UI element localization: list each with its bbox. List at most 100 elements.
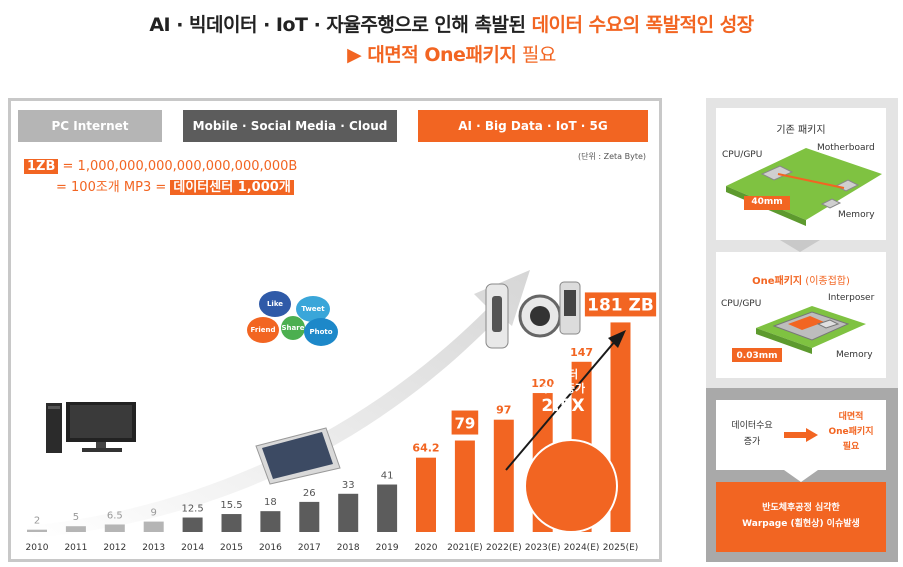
- value-label-2018: 33: [342, 480, 355, 491]
- value-label-2019: 41: [381, 471, 394, 482]
- value-label-2015: 15.5: [220, 500, 242, 511]
- card3-left: 데이터수요 증가: [724, 418, 780, 450]
- bar-2010: [27, 529, 47, 532]
- value-label-2021(E): 79: [454, 415, 475, 433]
- bar-2016: [260, 511, 281, 532]
- x-tick-2018: 2018: [337, 543, 360, 553]
- subheadline-rest: 필요: [516, 44, 556, 66]
- zb-equivalent: = 100조개 MP3 = 데이터센터 1,000개: [56, 178, 294, 198]
- growth-badge: [524, 439, 618, 533]
- zb-datacenter-box: 데이터센터 1,000개: [170, 180, 294, 195]
- card3-right: 대면적 One패키지 필요: [818, 410, 884, 455]
- x-tick-2024(E): 2024(E): [564, 543, 600, 553]
- era-ai: AI · Big Data · IoT · 5G: [418, 110, 648, 142]
- value-label-2022(E): 97: [496, 404, 511, 417]
- zb-definition: 1ZB = 1,000,000,000,000,000,000,000B: [24, 157, 297, 177]
- card4-text: 반도체후공정 심각한 Warpage (휨현상) 이슈발생: [716, 500, 886, 532]
- bar-2022(E): [493, 419, 514, 532]
- card2-distance: 0.03mm: [736, 351, 778, 361]
- unit-note: (단위 : Zeta Byte): [578, 152, 647, 161]
- card3-right-line3: 필요: [842, 442, 860, 452]
- legacy-package-diagram: [726, 148, 882, 226]
- x-tick-2014: 2014: [181, 543, 204, 553]
- headline-prefix: AI · 빅데이터 · IoT · 자율주행으로 인해 촉발된: [149, 14, 532, 36]
- card1-memory: Memory: [838, 210, 875, 220]
- x-tick-2020: 2020: [415, 543, 438, 553]
- bar-2021(E): [454, 440, 475, 532]
- card2-title: One패키지 (이종접합): [716, 272, 886, 287]
- value-label-2017: 26: [303, 488, 316, 499]
- card1-cpu: CPU/GPU: [722, 150, 763, 160]
- bar-2015: [221, 514, 242, 532]
- zb-mp3: = 100조개 MP3 =: [56, 180, 171, 195]
- bar-2019: [377, 484, 398, 532]
- value-label-2020: 64.2: [412, 442, 439, 455]
- growth-badge-text: 데이터 수요 증가 2.5X: [525, 368, 601, 416]
- era-pc-internet: PC Internet: [18, 110, 162, 142]
- cloud-friend: Friend: [247, 317, 279, 343]
- x-tick-2010: 2010: [26, 543, 49, 553]
- card4-line2: Warpage (휨현상) 이슈발생: [742, 519, 860, 529]
- card3-right-line2: One패키지: [828, 427, 874, 437]
- x-tick-2015: 2015: [220, 543, 243, 553]
- growth-badge-line1: 데이터: [547, 368, 579, 381]
- subheadline: ▶ 대면적 One패키지 필요: [0, 40, 903, 67]
- card1-motherboard: Motherboard: [817, 143, 875, 153]
- cloud-tweet: Tweet: [296, 296, 330, 322]
- cloud-like: Like: [259, 291, 291, 317]
- growth-badge-line2: 수요 증가: [540, 382, 586, 395]
- x-tick-2022(E): 2022(E): [486, 543, 522, 553]
- value-label-2016: 18: [264, 497, 277, 508]
- iot-devices-icon: [485, 281, 581, 349]
- subheadline-bold: 대면적 One패키지: [367, 44, 517, 66]
- card2-interposer: Interposer: [828, 293, 875, 303]
- card3-right-line1: 대면적: [838, 412, 864, 422]
- smartphone-icon: [255, 427, 341, 485]
- bar-2012: [104, 524, 125, 532]
- cloud-photo: Photo: [304, 318, 338, 346]
- down-arrow-icon: [780, 240, 820, 252]
- x-tick-2019: 2019: [376, 543, 399, 553]
- card1-distance: 40mm: [751, 197, 783, 207]
- growth-badge-multiplier: 2.5X: [541, 396, 585, 416]
- card2-title-sub: (이종접합): [802, 276, 850, 287]
- x-tick-2021(E): 2021(E): [447, 543, 483, 553]
- x-tick-2013: 2013: [142, 543, 165, 553]
- x-tick-2023(E): 2023(E): [525, 543, 561, 553]
- card2-cpu: CPU/GPU: [721, 299, 762, 309]
- x-tick-2011: 2011: [64, 543, 87, 553]
- trend-line: [505, 339, 617, 471]
- x-tick-2025(E): 2025(E): [603, 543, 639, 553]
- zb-bytes: = 1,000,000,000,000,000,000,000B: [58, 159, 298, 174]
- card1-title: 기존 패키지: [776, 125, 826, 136]
- value-label-2025(E): 181 ZB: [587, 295, 654, 315]
- down-arrow-icon-2: [784, 470, 818, 482]
- x-tick-2016: 2016: [259, 543, 282, 553]
- growth-arrow-icon: [28, 270, 530, 538]
- bar-2011: [65, 526, 86, 532]
- trend-arrowhead-icon: [608, 330, 626, 348]
- value-label-2011: 5: [73, 512, 79, 523]
- subheadline-arrow-icon: ▶: [347, 44, 368, 66]
- bar-2018: [338, 493, 359, 532]
- bar-2014: [182, 517, 203, 532]
- value-label-2013: 9: [151, 508, 157, 519]
- desktop-computer-icon: [46, 402, 136, 453]
- right-arrow-icon: [784, 428, 818, 442]
- card-warpage-issue: [716, 482, 886, 552]
- x-tick-2012: 2012: [103, 543, 126, 553]
- bar-2013: [143, 521, 164, 532]
- zb-box: 1ZB: [24, 159, 59, 174]
- cloud-share: Share: [281, 316, 305, 340]
- value-box-2025(E): [584, 292, 657, 317]
- card4-line1: 반도체후공정 심각한: [762, 503, 840, 513]
- x-tick-2017: 2017: [298, 543, 321, 553]
- value-label-2024(E): 147: [570, 346, 593, 359]
- bar-chart: 2010 2011 2012 2013 2014 2015 2016 2017 2018 2019…: [26, 270, 657, 553]
- bar-2017: [299, 501, 320, 532]
- card3-left-line2: 증가: [743, 437, 761, 447]
- value-label-2010: 2: [34, 516, 40, 527]
- value-label-2023(E): 120: [531, 377, 554, 390]
- card2-title-bold: One패키지: [752, 276, 803, 287]
- value-box-2021(E): [451, 410, 479, 435]
